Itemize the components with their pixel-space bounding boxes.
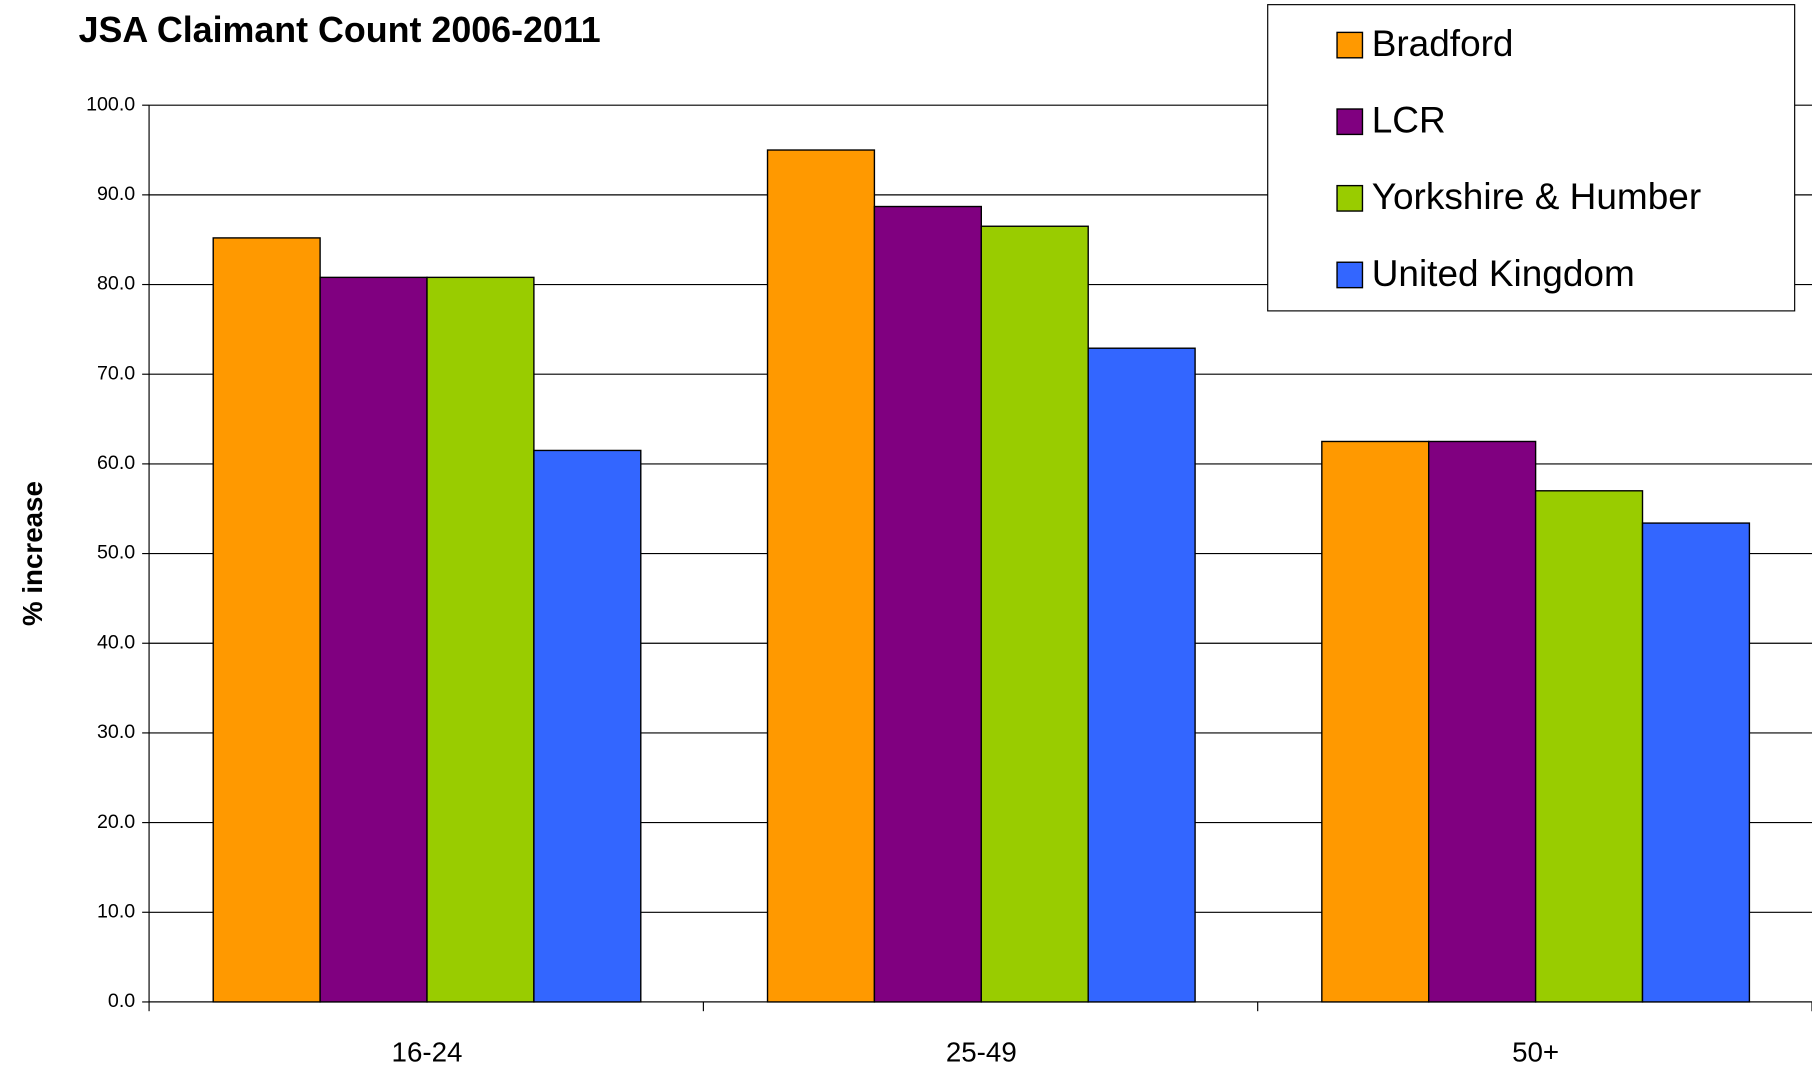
bar: [766, 149, 876, 1003]
y-tick-label: 90.0: [97, 183, 135, 205]
legend-label: Bradford: [1372, 23, 1514, 64]
y-tick-label: 10.0: [97, 900, 135, 922]
chart-title: JSA Claimant Count 2006-2011: [79, 10, 601, 50]
legend-swatch: [1336, 184, 1364, 212]
x-tick-label: 16-24: [392, 1036, 463, 1067]
bar: [873, 205, 983, 1003]
bar: [319, 276, 428, 1003]
y-tick-label: 100.0: [86, 93, 135, 115]
y-tick-label: 60.0: [97, 452, 135, 474]
bar: [1641, 522, 1751, 1003]
y-tick-label: 30.0: [97, 721, 135, 743]
bar: [533, 449, 642, 1003]
legend-label: Yorkshire & Humber: [1372, 176, 1701, 217]
y-tick-label: 20.0: [97, 811, 135, 833]
x-tick-label: 25-49: [946, 1036, 1017, 1067]
legend-swatch: [1336, 31, 1364, 59]
legend-label: LCR: [1372, 100, 1446, 141]
legend-swatch: [1336, 108, 1364, 136]
bar: [212, 237, 321, 1003]
x-tick-label: 50+: [1512, 1036, 1559, 1067]
y-tick-label: 80.0: [97, 273, 135, 295]
bar: [426, 276, 535, 1003]
legend-label: United Kingdom: [1372, 253, 1635, 294]
bar: [1321, 440, 1430, 1003]
y-tick-label: 0.0: [108, 990, 135, 1012]
y-tick-label: 70.0: [97, 362, 135, 384]
bar: [980, 225, 1089, 1003]
bar: [1087, 347, 1196, 1003]
y-tick-label: 40.0: [97, 631, 135, 653]
y-axis-label: % increase: [17, 481, 48, 626]
legend-swatch: [1336, 261, 1364, 289]
bar: [1534, 490, 1644, 1003]
y-tick-label: 50.0: [97, 542, 135, 564]
bar: [1428, 440, 1537, 1003]
